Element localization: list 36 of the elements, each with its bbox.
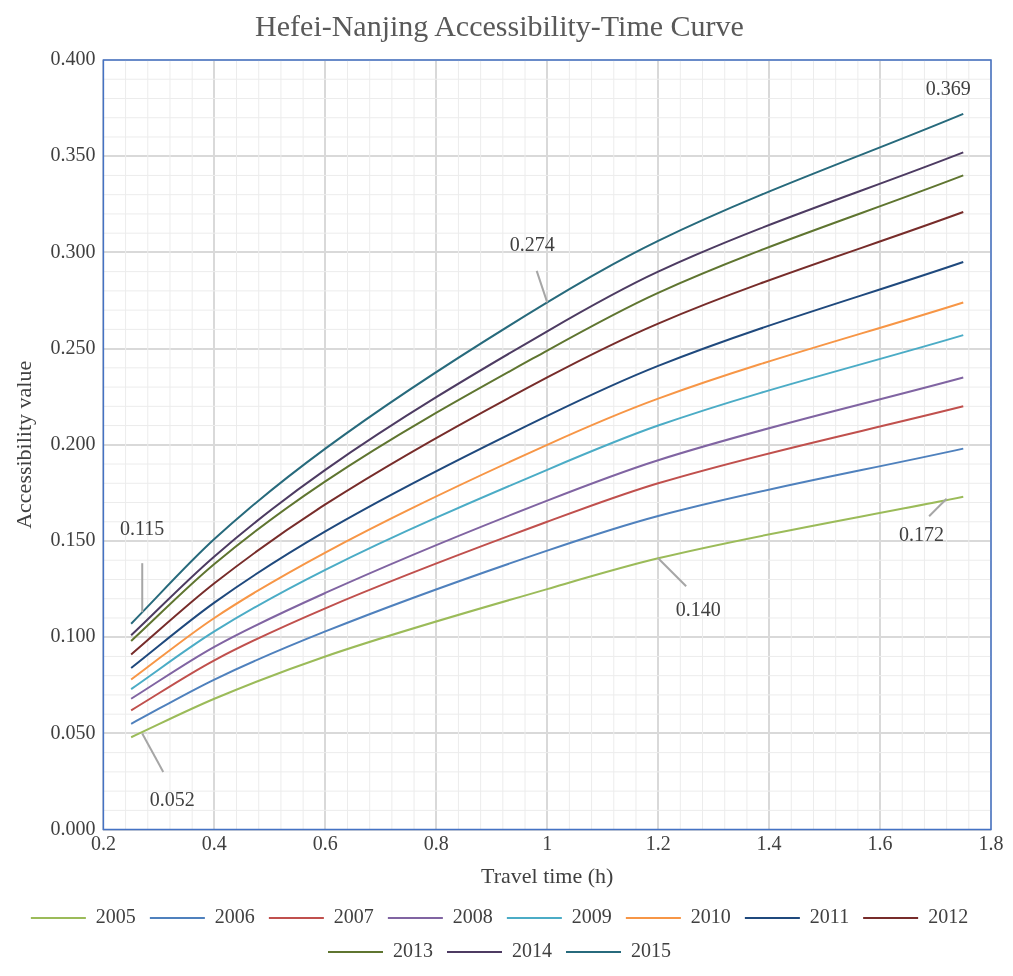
legend-label: 2015 (631, 939, 671, 962)
x-axis-title: Travel time (h) (481, 862, 614, 888)
legend-label: 2005 (95, 905, 136, 928)
chart-title: Hefei-Nanjing Accessibility-Time Curve (255, 8, 744, 42)
y-tick-label: 0.250 (50, 335, 96, 358)
annotation: 0.140 (675, 597, 721, 620)
annotation: 0.052 (149, 787, 195, 810)
annotation: 0.369 (925, 77, 971, 100)
legend-label: 2011 (809, 905, 850, 928)
x-tick-label: 0.4 (201, 831, 227, 854)
x-tick-label: 1.4 (756, 831, 782, 854)
y-tick-label: 0.400 (50, 47, 96, 70)
y-tick-label: 0.300 (50, 239, 96, 262)
annotation: 0.274 (509, 232, 555, 255)
y-tick-label: 0.350 (50, 143, 96, 166)
annotation: 0.172 (899, 522, 945, 545)
y-tick-label: 0.050 (50, 720, 96, 743)
legend-label: 2008 (452, 905, 493, 928)
legend-label: 2007 (333, 905, 374, 928)
legend-label: 2010 (690, 905, 731, 928)
legend-label: 2012 (928, 905, 969, 928)
y-tick-label: 0.100 (50, 624, 96, 647)
y-tick-label: 0.150 (50, 528, 96, 551)
x-tick-label: 1.2 (645, 831, 671, 854)
x-tick-label: 0.6 (312, 831, 338, 854)
legend-label: 2009 (571, 905, 612, 928)
x-tick-label: 0.8 (423, 831, 449, 854)
x-tick-label: 1 (542, 831, 553, 854)
y-tick-label: 0.200 (50, 432, 96, 455)
x-tick-label: 1.8 (978, 831, 1004, 854)
legend-label: 2013 (393, 939, 433, 962)
legend-label: 2014 (512, 939, 552, 962)
legend-label: 2006 (214, 905, 255, 928)
annotation: 0.115 (120, 517, 165, 540)
x-tick-label: 1.6 (867, 831, 893, 854)
y-axis-title: Accessibility value (10, 360, 36, 529)
